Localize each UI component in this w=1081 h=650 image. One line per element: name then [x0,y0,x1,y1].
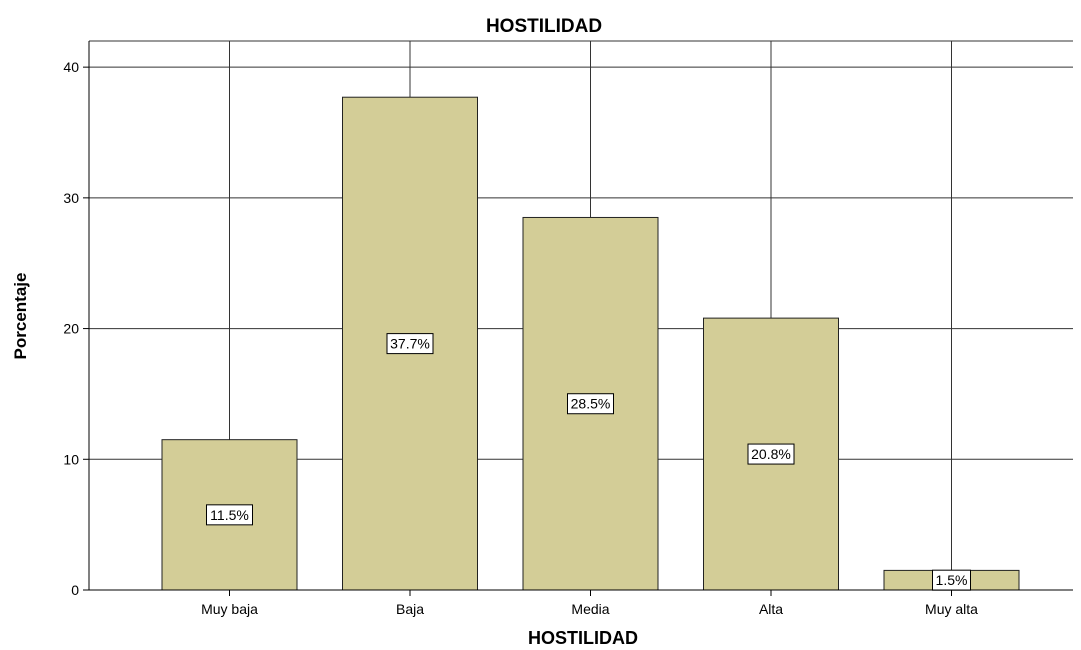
y-axis-label: Porcentaje [11,273,30,360]
x-axis-label: HOSTILIDAD [528,628,638,648]
axes: 0 10 20 30 40 Muy baja Baja Media Alta Muy alta [63,41,1073,617]
y-tick-label: 0 [71,582,79,598]
data-label-box [206,504,253,526]
y-tick-label: 30 [63,190,79,206]
data-label: 20.8% [751,446,791,462]
x-tick-label: Baja [396,601,424,617]
x-tick-label: Alta [759,601,783,617]
chart-title: HOSTILIDAD [486,16,602,37]
x-tick-label: Media [571,601,609,617]
x-tick-label: Muy alta [925,601,978,617]
x-tick-label: Muy baja [201,601,258,617]
data-label-box [386,333,434,355]
data-label: 1.5% [936,572,968,588]
y-tick-label: 20 [63,321,79,337]
data-label: 37.7% [390,336,430,352]
data-label-box [747,443,795,465]
y-tick-label: 10 [63,451,79,467]
data-labels: 11.5% 37.7% 28.5% 20.8% 1.5% [206,333,971,591]
data-label: 11.5% [210,507,249,523]
data-label-box [567,393,614,415]
y-tick-label: 40 [63,59,79,75]
data-label: 28.5% [571,396,611,412]
